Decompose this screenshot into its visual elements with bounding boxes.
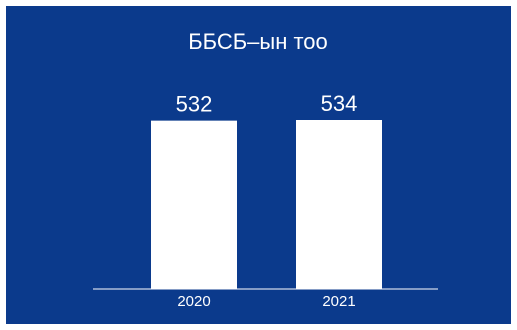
x-tick-label-2021: 2021 — [322, 293, 355, 310]
bars-group: 532 534 — [151, 91, 382, 289]
x-tick-label-2020: 2020 — [177, 293, 210, 310]
bar-chart: ББСБ–ын тоо 532 534 2020 2021 — [93, 29, 438, 310]
tick-labels-group: 2020 2021 — [177, 293, 355, 310]
value-label-2020: 532 — [176, 92, 213, 117]
bar-2020 — [151, 120, 237, 289]
chart-title: ББСБ–ын тоо — [188, 29, 328, 54]
chart-panel: ББСБ–ын тоо 532 534 2020 2021 — [6, 6, 511, 324]
bar-2021 — [296, 120, 382, 289]
value-label-2021: 534 — [321, 91, 358, 116]
